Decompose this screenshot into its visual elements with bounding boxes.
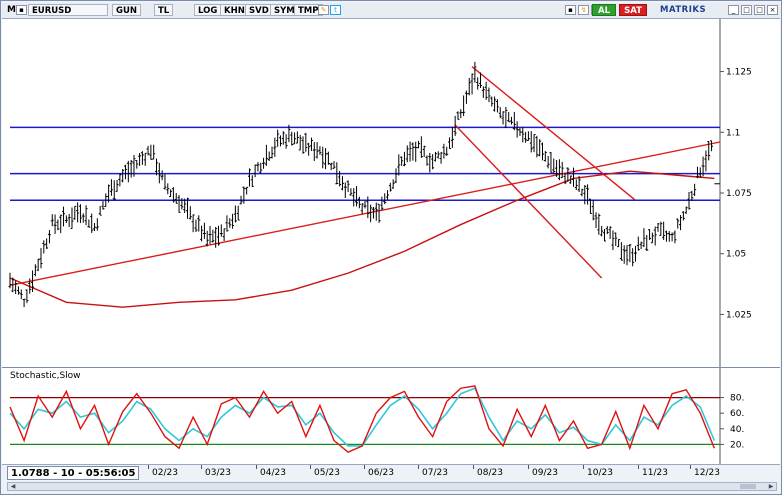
pencil-icon[interactable]: ✎ (318, 5, 329, 15)
date-tick-label: 08/23 (477, 468, 503, 478)
menu-m-button[interactable]: M (7, 5, 16, 15)
date-tick (364, 465, 365, 469)
stochastic-k-line (9, 385, 716, 454)
stochastic-tick-label: 80. (730, 394, 744, 404)
tmp-button[interactable]: TMP (294, 4, 323, 16)
price-chart[interactable]: 1.125 1.1 1.075 1.05 1.025 (2, 19, 780, 367)
stochastic-title: Stochastic,Slow (10, 371, 81, 381)
close-icon[interactable]: × (767, 5, 778, 15)
lightning-icon[interactable]: ↯ (578, 5, 589, 15)
date-tick-label: 05/23 (314, 468, 340, 478)
date-tick-label: 02/23 (152, 468, 178, 478)
price-panel[interactable]: 1.125 1.1 1.075 1.05 1.025 (2, 19, 780, 368)
sym-button[interactable]: SYM (270, 4, 299, 16)
date-tick (638, 465, 639, 469)
period-button[interactable]: GUN (112, 4, 141, 16)
date-tick-label: 11/23 (642, 468, 668, 478)
last-price-readout: 1.0788 - 10 - 05:56:05 (7, 466, 139, 480)
price-axis: 1.125 1.1 1.075 1.05 1.025 (719, 19, 752, 367)
sat-button[interactable]: SAT (619, 4, 647, 16)
moving-average-line (9, 170, 715, 308)
matriks-logo: MATRIKS (660, 5, 707, 15)
trendline (471, 66, 636, 201)
date-tick-label: 09/23 (532, 468, 558, 478)
scroll-left-icon[interactable]: ◀ (10, 483, 16, 490)
stochastic-tick-label: 20. (730, 440, 744, 450)
date-tick-label: 03/23 (205, 468, 231, 478)
stochastic-axis: 80. 60. 40. 20. (719, 368, 744, 464)
trendline (454, 124, 603, 279)
pin-icon[interactable]: ▪ (16, 5, 27, 15)
symbol-field[interactable]: EURUSD (28, 4, 108, 16)
date-tick (473, 465, 474, 469)
scroll-right-icon[interactable]: ▶ (768, 483, 774, 490)
price-marks (8, 61, 721, 308)
date-tick (148, 465, 149, 469)
price-tick-label: 1.05 (726, 250, 746, 260)
date-tick (418, 465, 419, 469)
chart-toolbar: M ▪ EURUSD GUN TL LOG KHN SVD SYM TMP ✎ … (2, 3, 780, 19)
price-tick-label: 1.025 (726, 310, 752, 320)
date-tick (310, 465, 311, 469)
restore-icon[interactable]: □ (741, 5, 752, 15)
bottom-bar: 1.0788 - 10 - 05:56:05 02/23 03/23 04/23 05… (2, 464, 780, 494)
currency-button[interactable]: TL (154, 4, 174, 16)
scroll-thumb[interactable] (740, 484, 756, 489)
log-button[interactable]: LOG (194, 4, 222, 16)
twitter-icon[interactable]: t (330, 5, 341, 15)
price-tick-label: 1.075 (726, 189, 752, 199)
date-tick-label: 06/23 (368, 468, 394, 478)
price-tick-label: 1.1 (726, 128, 740, 138)
date-tick (583, 465, 584, 469)
stochastic-tick-label: 60. (730, 409, 744, 419)
svd-button[interactable]: SVD (245, 4, 273, 16)
maximize-icon[interactable]: □ (754, 5, 765, 15)
stochastic-d-line (9, 387, 716, 447)
al-button[interactable]: AL (592, 4, 616, 16)
pin-icon-right[interactable]: ▪ (565, 5, 576, 15)
stochastic-marks (9, 385, 720, 454)
stochastic-panel[interactable]: 80. 60. 40. 20. Stochastic,Slow (2, 368, 780, 464)
minimize-icon[interactable]: _ (728, 5, 739, 15)
date-tick (201, 465, 202, 469)
time-scrollbar[interactable]: ◀ ▶ (7, 482, 777, 491)
date-tick-label: 10/23 (587, 468, 613, 478)
stochastic-tick-label: 40. (730, 425, 744, 435)
stochastic-chart[interactable]: 80. 60. 40. 20. Stochastic,Slow (2, 368, 780, 464)
date-tick-label: 12/23 (694, 468, 720, 478)
date-tick-label: 04/23 (260, 468, 286, 478)
date-tick (256, 465, 257, 469)
trendline (9, 141, 721, 286)
date-tick-label: 07/23 (422, 468, 448, 478)
price-tick-label: 1.125 (726, 68, 752, 78)
date-tick (528, 465, 529, 469)
date-tick (690, 465, 691, 469)
